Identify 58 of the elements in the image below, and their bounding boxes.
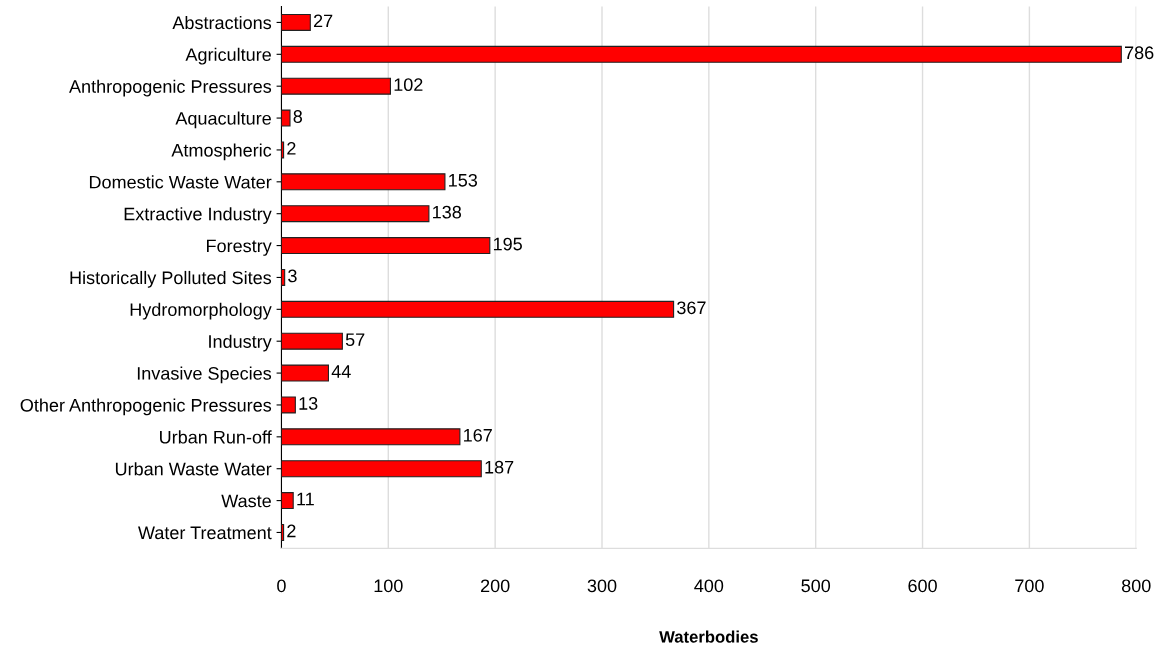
- x-tick-label: 100: [374, 579, 403, 593]
- y-tick-label: Urban Waste Water: [115, 462, 272, 476]
- x-tick-label: 800: [1121, 579, 1151, 593]
- bar: [281, 237, 491, 255]
- data-label: 57: [345, 333, 365, 347]
- data-label: 367: [677, 301, 706, 315]
- data-label: 2: [287, 142, 296, 155]
- data-label: 8: [293, 110, 303, 123]
- y-tick-label: Urban Run-off: [160, 430, 272, 444]
- y-tick-label: Forestry: [207, 239, 272, 256]
- y-tick-label: Atmospheric: [171, 143, 272, 161]
- bar: [281, 173, 446, 191]
- y-tick-label: Industry: [209, 334, 272, 352]
- data-label: 167: [464, 428, 492, 442]
- y-tick-label: Agriculture: [185, 47, 271, 65]
- x-tick-label: 600: [908, 579, 937, 593]
- data-label: 13: [299, 397, 318, 410]
- bar: [281, 300, 675, 318]
- data-label: 138: [433, 205, 462, 219]
- y-tick-label: Other Anthropogenic Pressures: [20, 398, 272, 416]
- bar: [281, 45, 1122, 63]
- bar: [281, 109, 291, 127]
- bar: [281, 492, 294, 510]
- data-label: 3: [288, 269, 297, 283]
- data-label: 195: [493, 237, 522, 251]
- y-tick-label: Waste: [221, 494, 271, 508]
- bar: [281, 77, 391, 95]
- bar: [281, 460, 482, 478]
- x-tick-label: 500: [801, 579, 831, 593]
- bar: [281, 364, 330, 382]
- data-label: 153: [449, 173, 478, 187]
- y-tick-label: Water Treatment: [138, 526, 272, 540]
- bar: [281, 332, 343, 350]
- data-label: 187: [485, 460, 514, 474]
- data-label: 27: [313, 14, 333, 28]
- x-tick-label: 400: [694, 579, 724, 593]
- data-label: 11: [297, 492, 314, 506]
- bar: [281, 428, 461, 446]
- data-label: 786: [1125, 46, 1154, 60]
- x-tick-label: 700: [1015, 579, 1044, 593]
- x-axis-title: Waterbodies: [659, 630, 758, 643]
- bar: [281, 13, 311, 31]
- y-tick-label: Abstractions: [172, 15, 272, 30]
- y-tick-label: Anthropogenic Pressures: [69, 79, 272, 97]
- bar: [281, 205, 430, 223]
- data-label: 44: [331, 365, 351, 378]
- y-tick-label: Invasive Species: [137, 366, 272, 384]
- y-tick-label: Domestic Waste Water: [89, 175, 272, 189]
- x-tick-label: 0: [277, 579, 286, 593]
- y-tick-label: Historically Polluted Sites: [70, 270, 272, 288]
- x-tick-label: 300: [587, 579, 617, 593]
- y-tick-label: Aquaculture: [175, 111, 271, 129]
- x-tick-label: 200: [480, 579, 510, 593]
- y-tick-label: Extractive Industry: [124, 207, 272, 224]
- data-label: 102: [394, 78, 423, 92]
- y-tick-label: Hydromorphology: [130, 302, 272, 320]
- bar: [281, 396, 296, 414]
- data-label: 2: [287, 524, 296, 538]
